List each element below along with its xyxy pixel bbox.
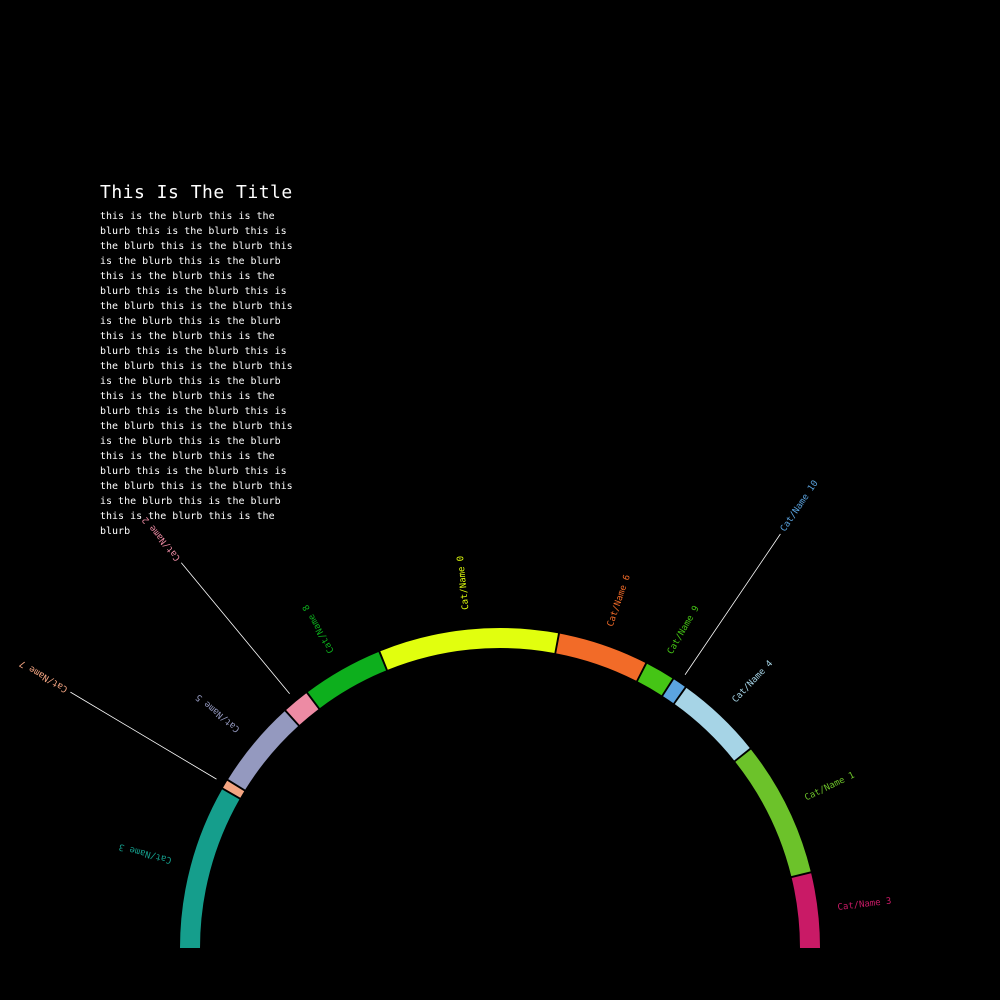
segment-label: Cat/Name 7 [18,658,70,694]
arc-segment [307,651,387,709]
arc-segment [380,628,559,670]
arc-segment [637,663,673,696]
arc-segment [556,633,646,681]
callout-line [180,562,290,694]
chart-title: This Is The Title [100,182,293,203]
arc-segment [674,687,750,761]
segment-label: Cat/Name 0 [456,555,471,610]
segment-label: Cat/Name 1 [803,771,856,804]
chart-blurb: this is the blurb this is the blurb this… [100,211,293,537]
arc-segment [791,873,820,949]
arc-segment [735,749,811,877]
segment-label: Cat/Name 6 [606,574,633,629]
segment-label: Cat/Name 9 [666,604,702,656]
segment-label: Cat/Name 3 [837,897,892,913]
arc-segment [180,789,240,949]
arc-segment [223,780,245,798]
segment-label: Cat/Name 10 [779,479,821,534]
segment-label: Cat/Name 5 [194,692,242,734]
arc-segment [286,693,319,725]
segment-label: Cat/Name 8 [301,603,336,655]
segment-label: Cat/Name 4 [731,659,776,705]
segment-label: Cat/Name 2 [141,514,183,562]
callout-line [70,691,217,780]
arc-segment [663,679,685,704]
callout-line [684,533,781,675]
segment-label: Cat/Name 3 [118,841,173,865]
arc-segment [228,711,299,790]
